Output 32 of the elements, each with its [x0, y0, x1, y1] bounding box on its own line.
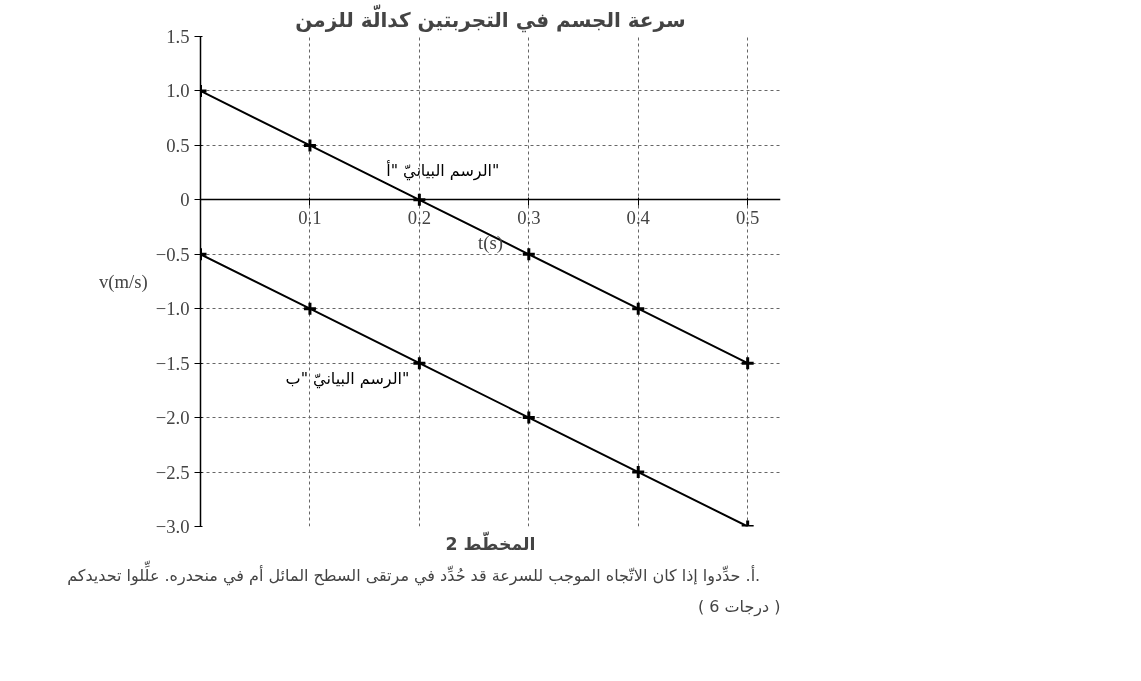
y-tick-label: 0 [180, 189, 190, 211]
y-tick-label: 0.5 [166, 134, 190, 156]
x-tick-label: 0.2 [407, 206, 432, 228]
y-tick-label: −0.5 [155, 243, 190, 265]
series-label: الرسم البيانيّ "ب" [285, 369, 410, 390]
y-tick-label: 1.0 [166, 80, 190, 102]
y-tick-label: −2.0 [155, 407, 190, 429]
point [521, 410, 537, 426]
point [411, 355, 427, 371]
y-axis-title: v(m/s) [98, 271, 148, 293]
text: المخطّط 2 [445, 530, 536, 554]
point [521, 246, 537, 262]
y-tick-label: −1.0 [155, 298, 190, 320]
x-tick-label: 0.4 [626, 206, 651, 228]
text: ( 6 درجات ) [697, 596, 781, 617]
y-tick-label: −3.0 [155, 516, 190, 537]
y-tick-label: 1.5 [166, 26, 190, 47]
text: أ. حدِّدوا إذا كان الاتّجاه الموجب للسرعة قد حُدِّد في مرتقى السطح المائل أم في منحدره. علِّلوا تحديدكم. [67, 559, 761, 586]
point [302, 301, 318, 317]
x-tick-label: 0.3 [517, 206, 541, 228]
x-tick-label: 0.5 [736, 206, 760, 228]
point [630, 464, 646, 480]
point [630, 301, 646, 317]
chart-title: سرعة الجسم في التجربتين كدالّة للزمن [295, 4, 686, 33]
y-tick-label: −1.5 [155, 352, 190, 374]
point [411, 192, 427, 208]
y-tick-label: −2.5 [155, 461, 190, 483]
series-label: الرسم البيانيّ "أ" [386, 159, 500, 181]
x-tick-label: 0.1 [298, 206, 322, 228]
x-axis-title: t(s) [478, 231, 503, 254]
point [302, 137, 318, 153]
point [740, 355, 756, 371]
